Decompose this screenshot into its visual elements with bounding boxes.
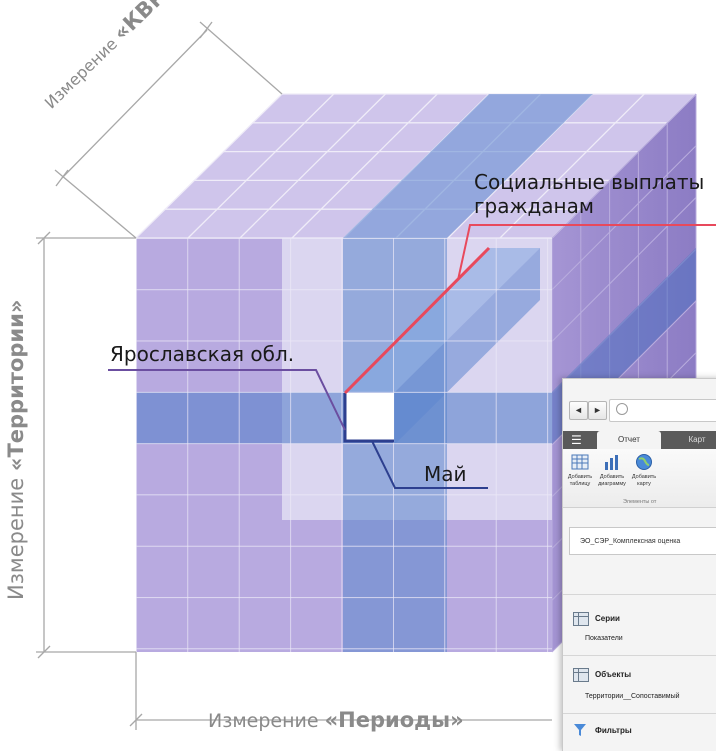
filter-icon	[574, 724, 586, 736]
social-payments-line2: гражданам	[474, 194, 594, 218]
forward-button[interactable]: ►	[588, 401, 607, 420]
dimension-periods-name: «Периоды»	[324, 708, 464, 732]
yaroslavl-leader	[108, 369, 346, 431]
back-button[interactable]: ◄	[569, 401, 588, 420]
social-payments-line1: Социальные выплаты	[474, 170, 705, 194]
series-section[interactable]: Серии	[563, 607, 716, 633]
globe-icon	[636, 454, 652, 470]
divider	[563, 655, 716, 656]
address-bar[interactable]	[609, 399, 716, 422]
yaroslavl-label: Ярославская обл.	[110, 342, 295, 366]
bar-chart-icon	[605, 455, 618, 470]
objects-section[interactable]: Объекты	[563, 663, 716, 689]
dimension-lines	[36, 21, 552, 730]
dimension-territories-prefix: Измерение	[4, 471, 28, 600]
add-map-button[interactable]: Добавить карту	[627, 453, 661, 488]
add-table-button[interactable]: Добавить таблицу	[563, 453, 597, 488]
filters-section[interactable]: Фильтры	[563, 719, 716, 745]
ribbon-group-label: Элементы от	[623, 499, 657, 505]
dimension-territories-label: Измерение «Территории»	[4, 300, 28, 600]
may-leader	[371, 440, 488, 489]
social-payments-leader	[457, 224, 716, 281]
divider	[563, 594, 716, 595]
datasource-select[interactable]: ЭО_СЭР_Комплексная оценка	[569, 527, 716, 555]
tab-map[interactable]: Карт	[688, 435, 706, 444]
add-map-label: Добавить карту	[631, 474, 657, 487]
refresh-icon[interactable]	[616, 403, 628, 415]
social-payments-label: Социальные выплаты гражданам	[474, 170, 704, 218]
objects-title: Объекты	[595, 670, 632, 679]
period-slice-top	[343, 94, 593, 238]
filters-title: Фильтры	[595, 726, 632, 735]
divider	[563, 713, 716, 714]
tab-bar: ☰ Отчет Карт	[563, 431, 716, 449]
add-table-label: Добавить таблицу	[567, 474, 593, 487]
selected-cell	[345, 393, 394, 440]
report-app-window: ◄ ► ☰ Отчет Карт Добавить таблицу Добави…	[562, 378, 716, 751]
series-title: Серии	[595, 614, 620, 623]
table-icon	[571, 454, 589, 470]
table-grid-icon	[573, 668, 589, 682]
table-grid-icon	[573, 612, 589, 626]
menu-icon[interactable]: ☰	[571, 433, 582, 447]
add-chart-button[interactable]: Добавить диаграмму	[595, 453, 629, 488]
series-item[interactable]: Показатели	[585, 635, 623, 642]
objects-item[interactable]: Территории__Сопоставимый	[585, 693, 680, 700]
may-label: Май	[424, 462, 467, 486]
tab-report[interactable]: Отчет	[597, 431, 661, 449]
social-payments-line	[343, 246, 491, 395]
dimension-territories-name: «Территории»	[4, 299, 28, 472]
dimension-periods-label: Измерение «Периоды»	[208, 708, 464, 732]
dimension-periods-prefix: Измерение	[208, 710, 325, 732]
ribbon-toolbar: Добавить таблицу Добавить диаграмму Доба…	[563, 449, 716, 508]
add-chart-label: Добавить диаграмму	[598, 474, 626, 487]
